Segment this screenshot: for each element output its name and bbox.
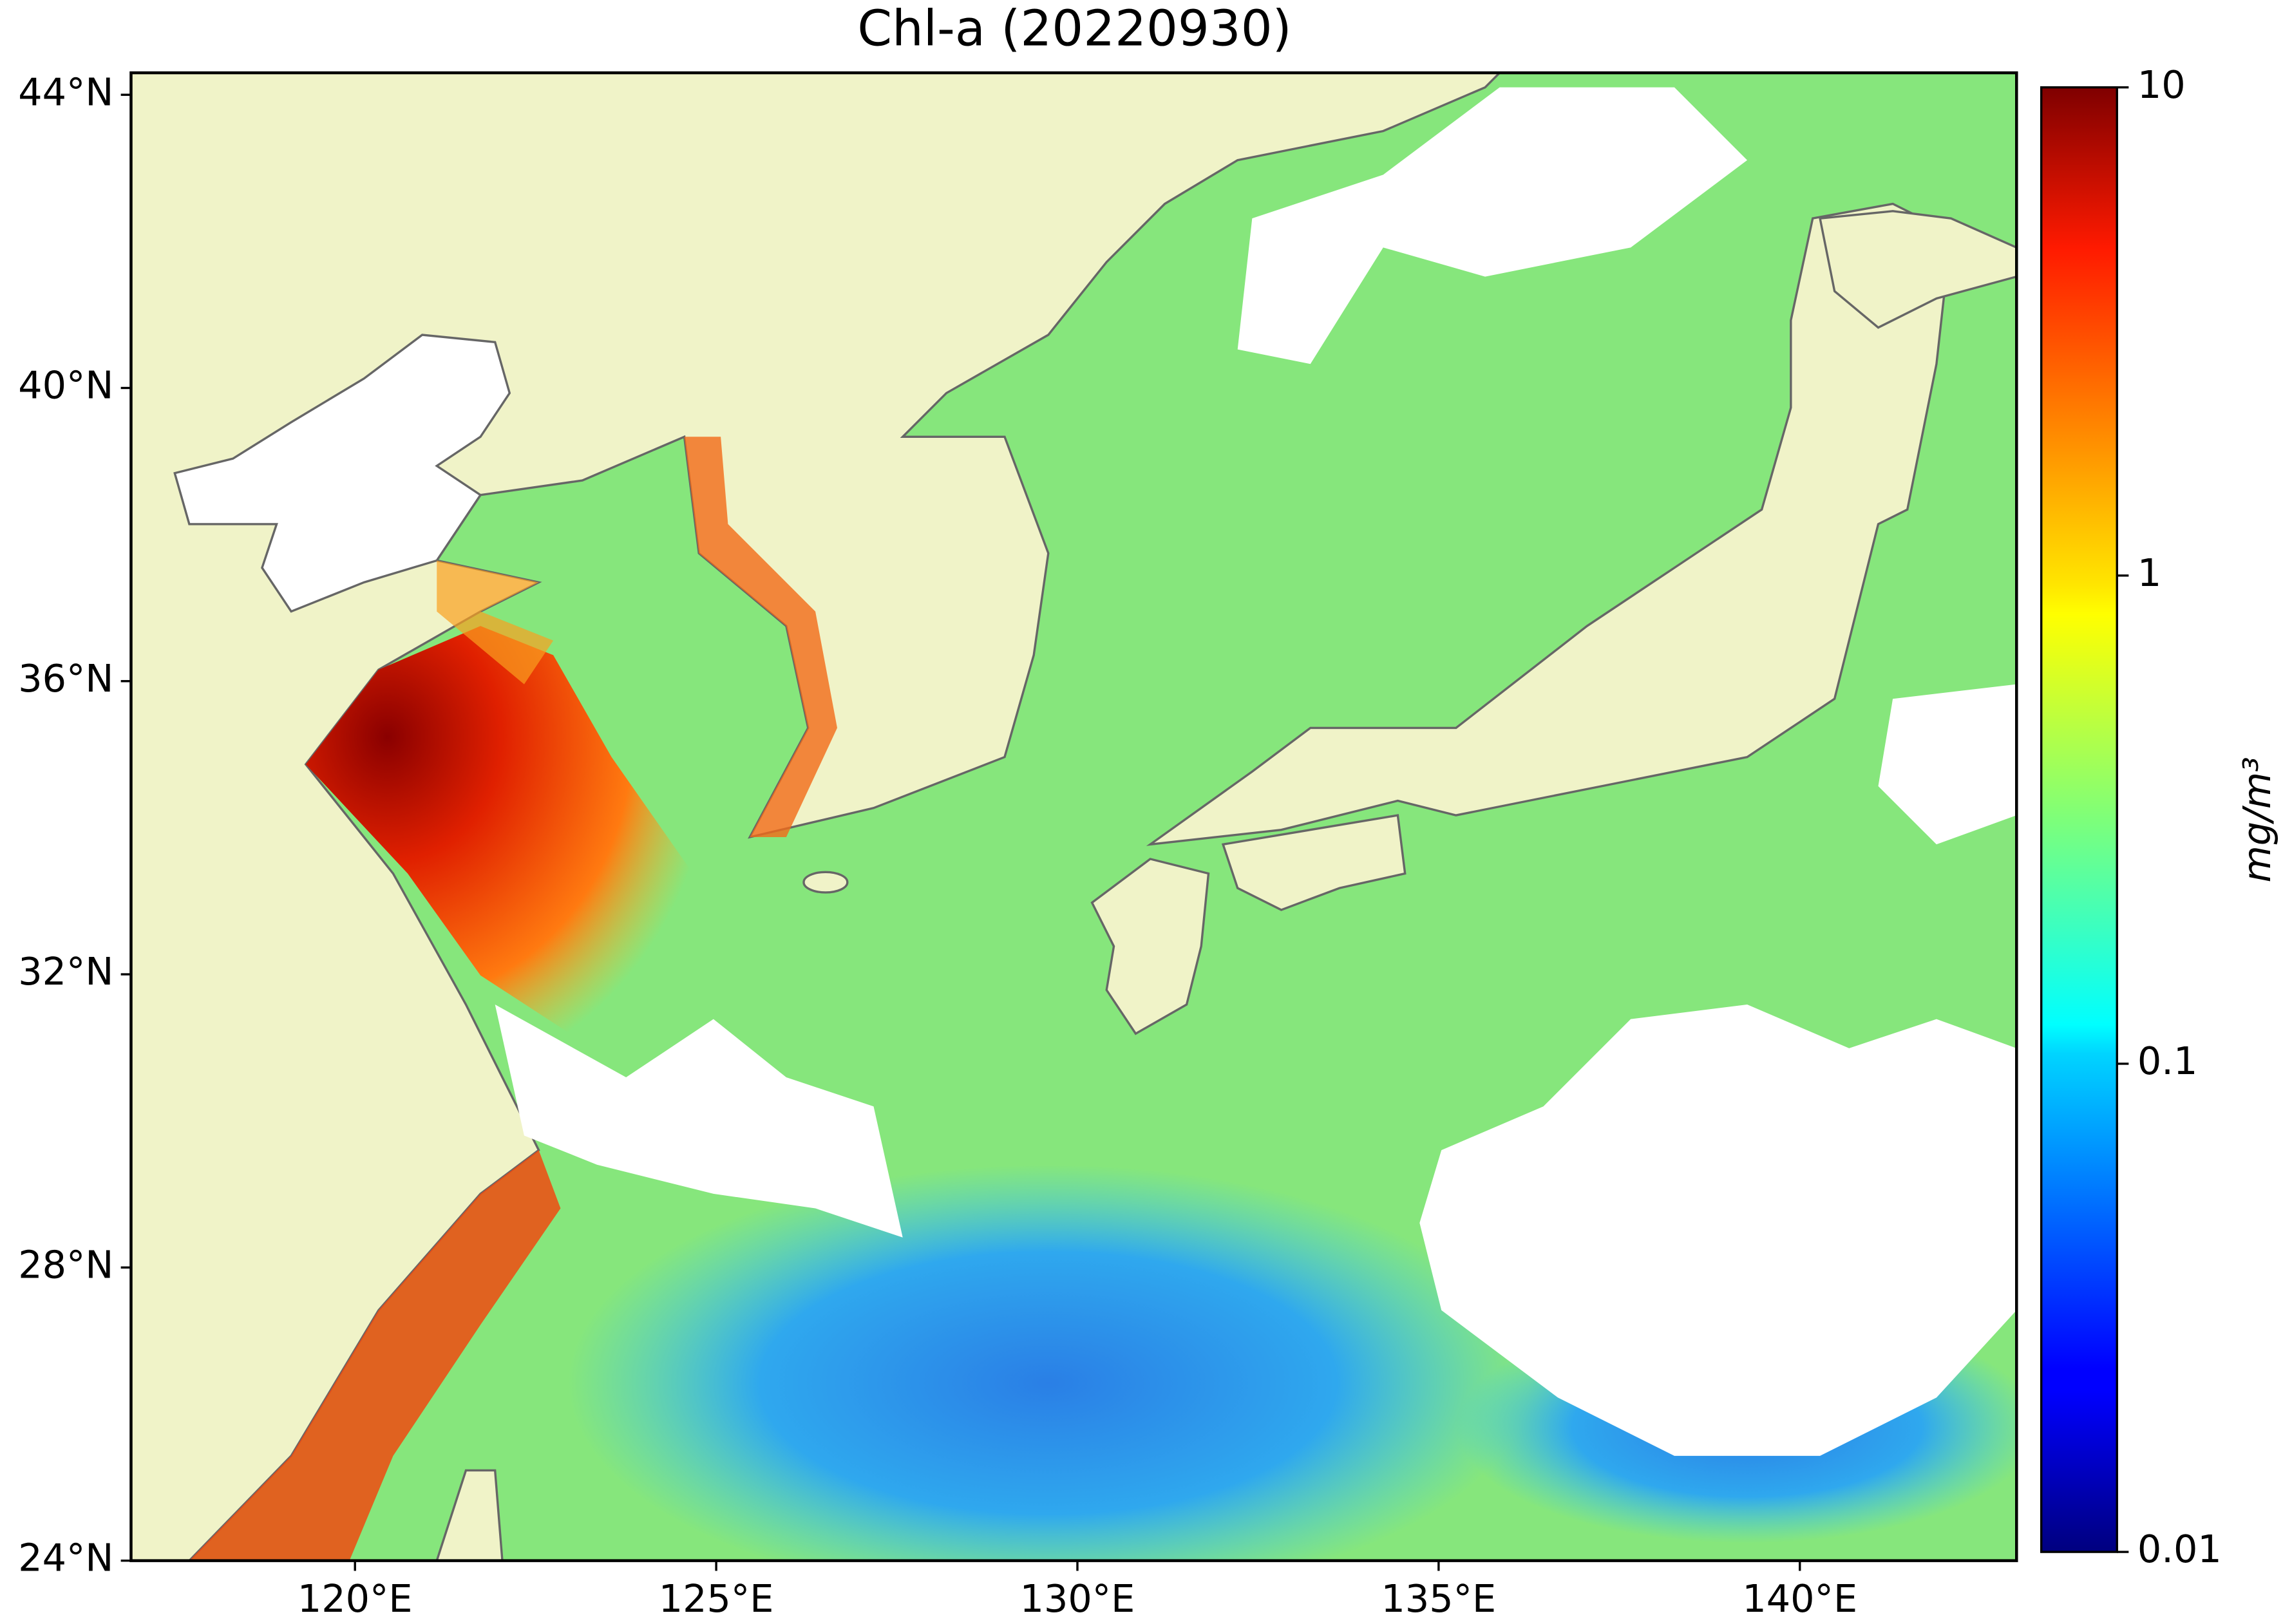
island	[802, 871, 849, 894]
colorbar-label: mg/m³	[2235, 757, 2279, 882]
high-chl-plume	[305, 626, 714, 1070]
island	[1819, 210, 2017, 329]
map-area	[131, 73, 2017, 1561]
colorbar-tick-label: 0.1	[2137, 1039, 2197, 1083]
coastal-high-chl	[684, 437, 837, 837]
x-tick-label: 125°E	[659, 1576, 774, 1621]
cloud	[495, 1004, 903, 1238]
y-tick-label: 40°N	[18, 363, 113, 408]
island	[1146, 202, 1953, 846]
x-tick-label: 140°E	[1742, 1576, 1857, 1621]
y-tick-label: 36°N	[18, 656, 113, 701]
island	[1090, 858, 1210, 1035]
y-tick-label: 32°N	[18, 949, 113, 994]
island	[1221, 814, 1407, 911]
low-chl-area	[567, 1164, 1529, 1561]
cloud	[1419, 1004, 2017, 1456]
island	[435, 1469, 504, 1561]
colorbar	[2040, 86, 2118, 1553]
y-tick-label: 44°N	[18, 70, 113, 114]
coastal-high-chl	[437, 560, 554, 685]
cloud	[1878, 684, 2017, 845]
x-tick-label: 120°E	[298, 1576, 413, 1621]
x-tick-label: 130°E	[1020, 1576, 1135, 1621]
colorbar-tick-label: 0.01	[2137, 1527, 2222, 1571]
colorbar-tick-label: 1	[2137, 551, 2161, 595]
y-tick-label: 28°N	[18, 1242, 113, 1287]
x-tick-label: 135°E	[1381, 1576, 1497, 1621]
colorbar-tick-label: 10	[2137, 62, 2186, 107]
coastal-high-chl	[189, 1150, 561, 1561]
map-title: Chl-a (20220930)	[857, 1, 1291, 58]
y-tick-label: 24°N	[18, 1536, 113, 1580]
map-frame	[129, 71, 2018, 1562]
cloud	[1237, 87, 1748, 364]
bohai-no-data	[173, 334, 511, 613]
